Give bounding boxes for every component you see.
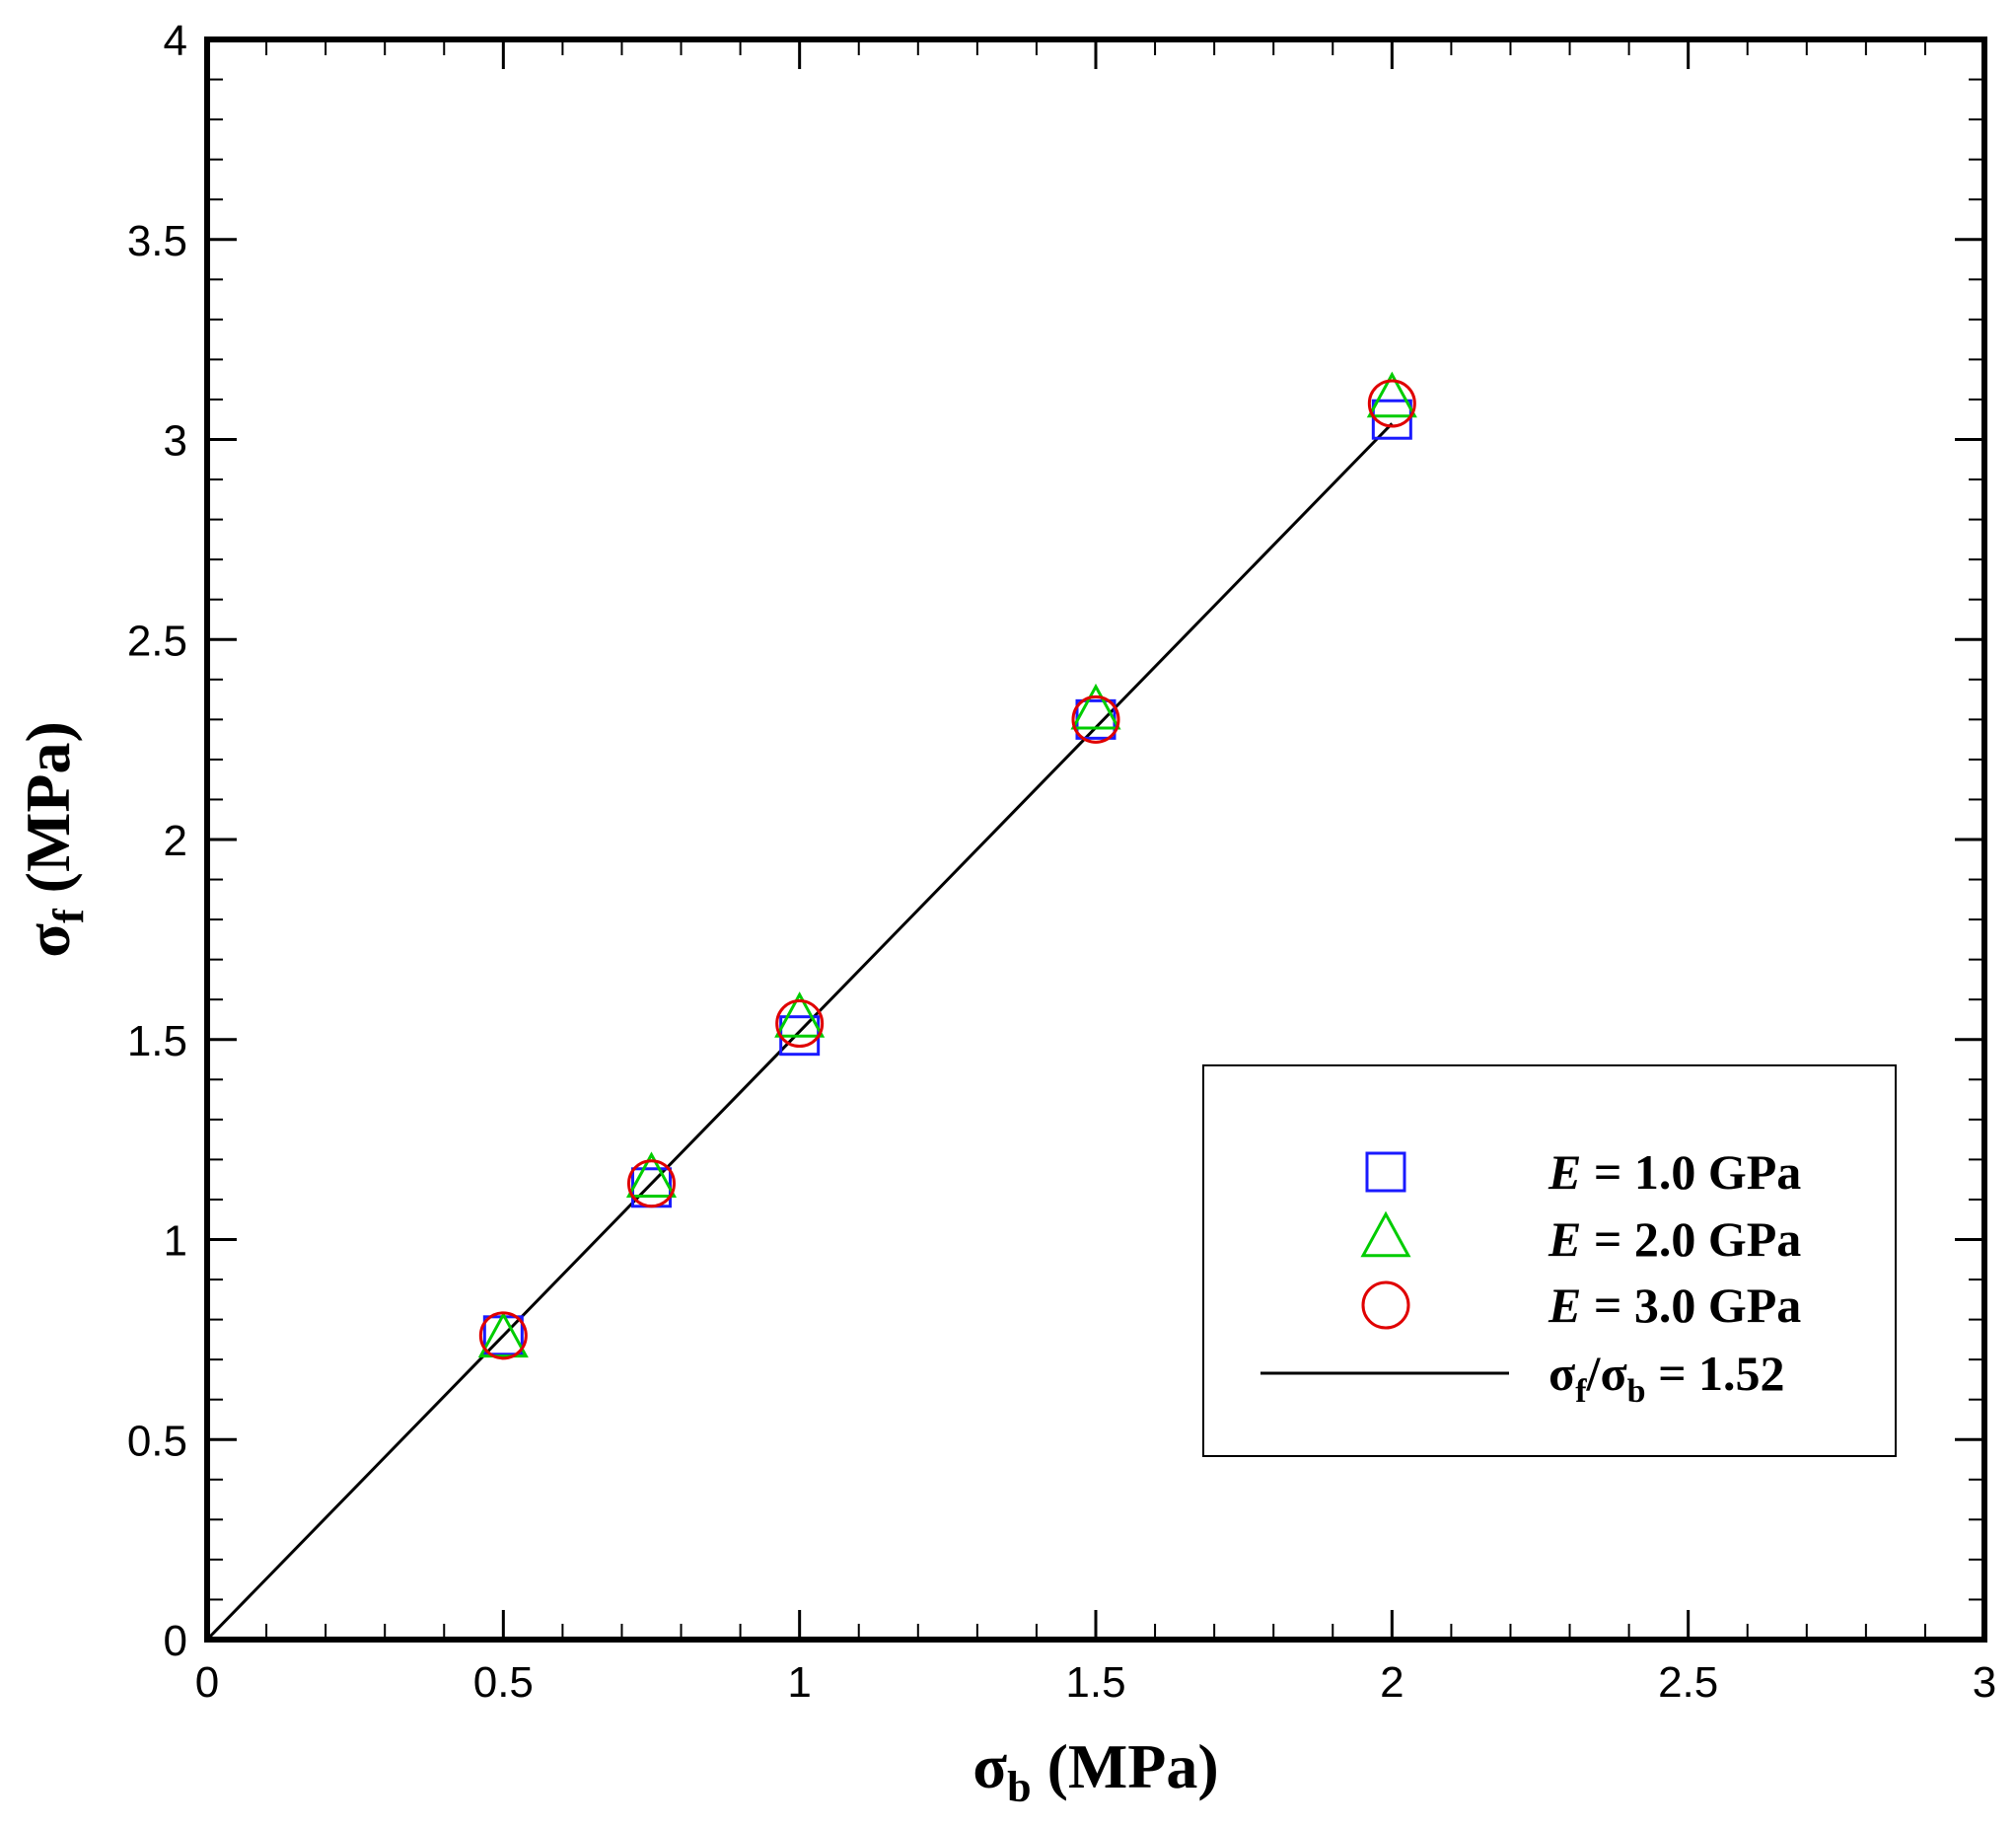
data-point-circle xyxy=(627,1159,676,1208)
y-tick-label: 1.5 xyxy=(127,1017,187,1065)
fit-line-group xyxy=(205,422,1394,1642)
y-tick-label: 3 xyxy=(164,417,187,466)
x-tick-label: 0.5 xyxy=(473,1658,534,1707)
data-point-circle xyxy=(1367,379,1416,428)
data-point-triangle xyxy=(1366,371,1417,418)
legend-marker-triangle xyxy=(1360,1210,1411,1258)
legend-label: E = 2.0 GPa xyxy=(1548,1211,1801,1267)
y-tick-label: 1 xyxy=(164,1217,187,1266)
x-axis-symbol: σ xyxy=(972,1731,1007,1801)
data-point-triangle xyxy=(477,1311,529,1358)
data-point-triangle xyxy=(774,991,826,1038)
legend-label: E = 1.0 GPa xyxy=(1548,1144,1801,1200)
plot-frame xyxy=(204,37,1987,1643)
legend-den-sub: b xyxy=(1627,1373,1646,1410)
x-tick-label: 1.5 xyxy=(1065,1658,1125,1707)
y-tick-label: 0.5 xyxy=(127,1417,187,1465)
data-point-circle xyxy=(775,999,825,1049)
legend-label-italic: E xyxy=(1548,1278,1581,1333)
y-axis-symbol: σ xyxy=(13,923,83,958)
data-point-circle xyxy=(1071,694,1120,744)
legend-label-rest: = 1.0 GPa xyxy=(1581,1144,1801,1200)
y-tick-label: 2.5 xyxy=(127,617,187,665)
x-tick-label: 2 xyxy=(1380,1658,1404,1707)
x-axis-title: σb (MPa) xyxy=(972,1731,1218,1811)
data-point-square xyxy=(1371,399,1412,440)
data-point-circle xyxy=(478,1311,528,1360)
x-tick-labels: 0 0.5 1 1.5 2 2.5 3 xyxy=(195,1658,1996,1707)
x-axis-subscript: b xyxy=(1007,1763,1031,1811)
data-point-triangle xyxy=(1070,683,1121,730)
legend-label: E = 3.0 GPa xyxy=(1548,1278,1801,1333)
legend-label: σf/σb = 1.52 xyxy=(1548,1346,1785,1410)
x-tick-label: 2.5 xyxy=(1658,1658,1718,1707)
x-axis-unit: (MPa) xyxy=(1032,1731,1219,1801)
y-tick-label: 4 xyxy=(164,17,187,65)
y-tick-labels: 0 0.5 1 1.5 2 2.5 3 3.5 4 xyxy=(127,17,187,1665)
legend-label-italic: E xyxy=(1548,1211,1581,1267)
data-point-square xyxy=(1075,698,1116,740)
legend-num-sub: f xyxy=(1575,1373,1587,1410)
data-markers xyxy=(477,371,1417,1360)
fit-line xyxy=(205,422,1394,1642)
legend-num: σ xyxy=(1548,1346,1575,1401)
legend-marker-square xyxy=(1365,1151,1406,1193)
y-tick-label: 3.5 xyxy=(127,217,187,265)
legend-marker-circle xyxy=(1361,1280,1410,1330)
y-tick-label: 2 xyxy=(164,817,187,865)
legend-box xyxy=(1202,1064,1897,1457)
y-axis-subscript: f xyxy=(44,908,93,923)
x-tick-label: 3 xyxy=(1973,1658,1996,1707)
legend-den: σ xyxy=(1600,1346,1626,1401)
y-tick-label: 0 xyxy=(164,1617,187,1665)
y-axis-unit: (MPa) xyxy=(13,721,83,909)
data-point-triangle xyxy=(625,1151,678,1198)
legend-label-italic: E xyxy=(1548,1144,1581,1200)
legend-label-rest: = 2.0 GPa xyxy=(1581,1211,1801,1267)
y-axis-title: σf (MPa) xyxy=(13,721,93,958)
x-tick-label: 1 xyxy=(787,1658,811,1707)
x-tick-label: 0 xyxy=(195,1658,219,1707)
legend-label-rest: = 3.0 GPa xyxy=(1581,1278,1801,1333)
legend-rest: = 1.52 xyxy=(1646,1346,1785,1401)
legend-slash: / xyxy=(1586,1346,1602,1401)
